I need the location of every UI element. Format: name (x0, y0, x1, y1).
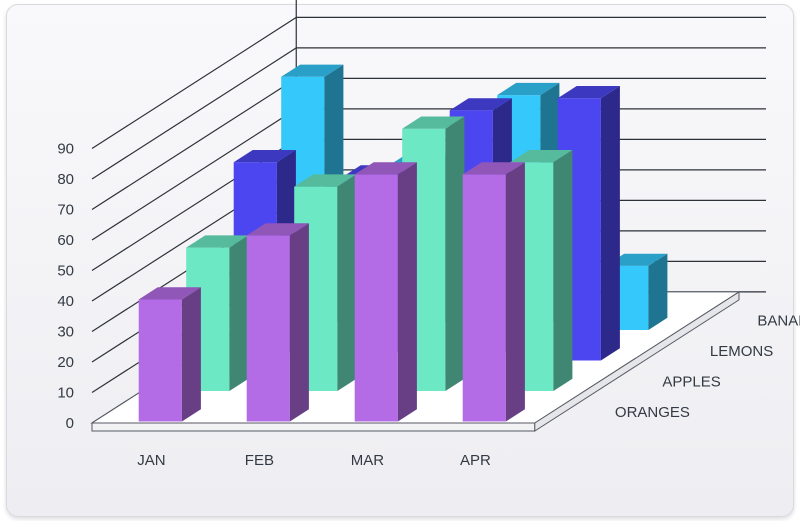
bar-side-face (181, 287, 201, 422)
y-tick-label: 40 (57, 293, 74, 310)
x-category-label: JAN (137, 452, 165, 469)
bar-top-face (281, 64, 344, 77)
bars (138, 64, 668, 422)
floor-front-edge (91, 422, 536, 432)
bar-top-face (402, 116, 465, 129)
bar-side-face (229, 235, 249, 391)
x-category-label: APR (460, 452, 491, 469)
x-axis-categories: JAN FEB MAR APR (137, 452, 491, 469)
bar-front-face (246, 235, 290, 422)
y-tick-label: 80 (57, 171, 74, 188)
bar-oranges-feb (246, 223, 309, 422)
y-axis-ticks: 0 10 20 30 40 50 60 70 80 90 (57, 141, 74, 433)
bar-front-face (462, 174, 506, 422)
bar-top-face (354, 162, 417, 175)
y-tick-label: 20 (57, 354, 74, 371)
bar-top-face (605, 253, 668, 266)
y-tick-label: 50 (57, 263, 74, 280)
bar-side-face (337, 174, 357, 391)
series-label: ORANGES (615, 404, 690, 421)
y-tick-label: 30 (57, 324, 74, 341)
series-labels: ORANGES APPLES LEMONS BANANAS (615, 313, 800, 422)
bar-top-face (233, 150, 296, 163)
bar-side-face (445, 116, 465, 391)
bar-side-face (289, 223, 309, 422)
series-label: LEMONS (710, 343, 773, 360)
bar-oranges-jan (138, 287, 201, 422)
bar-top-face (557, 86, 620, 99)
y-tick-label: 0 (66, 415, 74, 432)
bar-side-face (397, 162, 417, 422)
bar-side-face (505, 162, 525, 422)
bar-oranges-mar (354, 162, 417, 422)
y-tick-label: 70 (57, 202, 74, 219)
bar-side-face (600, 86, 620, 361)
bar-top-face (138, 287, 201, 300)
bar-side-face (553, 150, 573, 391)
x-category-label: FEB (245, 452, 274, 469)
bar-top-face (449, 98, 512, 111)
bar-oranges-apr (462, 162, 525, 422)
bar-side-face (648, 253, 668, 330)
y-tick-label: 90 (57, 141, 74, 158)
bar-front-face (354, 174, 398, 422)
bar-top-face (186, 235, 249, 248)
y-tick-label: 10 (57, 385, 74, 402)
bar-front-face (138, 299, 182, 422)
bar-top-face (497, 82, 560, 96)
bar-top-face (246, 223, 309, 236)
bar-top-face (510, 150, 573, 163)
series-label: APPLES (662, 374, 720, 391)
x-category-label: MAR (351, 452, 385, 469)
bar-top-face (294, 174, 357, 187)
y-tick-label: 60 (57, 232, 74, 249)
series-label: BANANAS (757, 313, 800, 330)
floor-side-edge (534, 290, 740, 432)
bar-top-face (462, 162, 525, 175)
